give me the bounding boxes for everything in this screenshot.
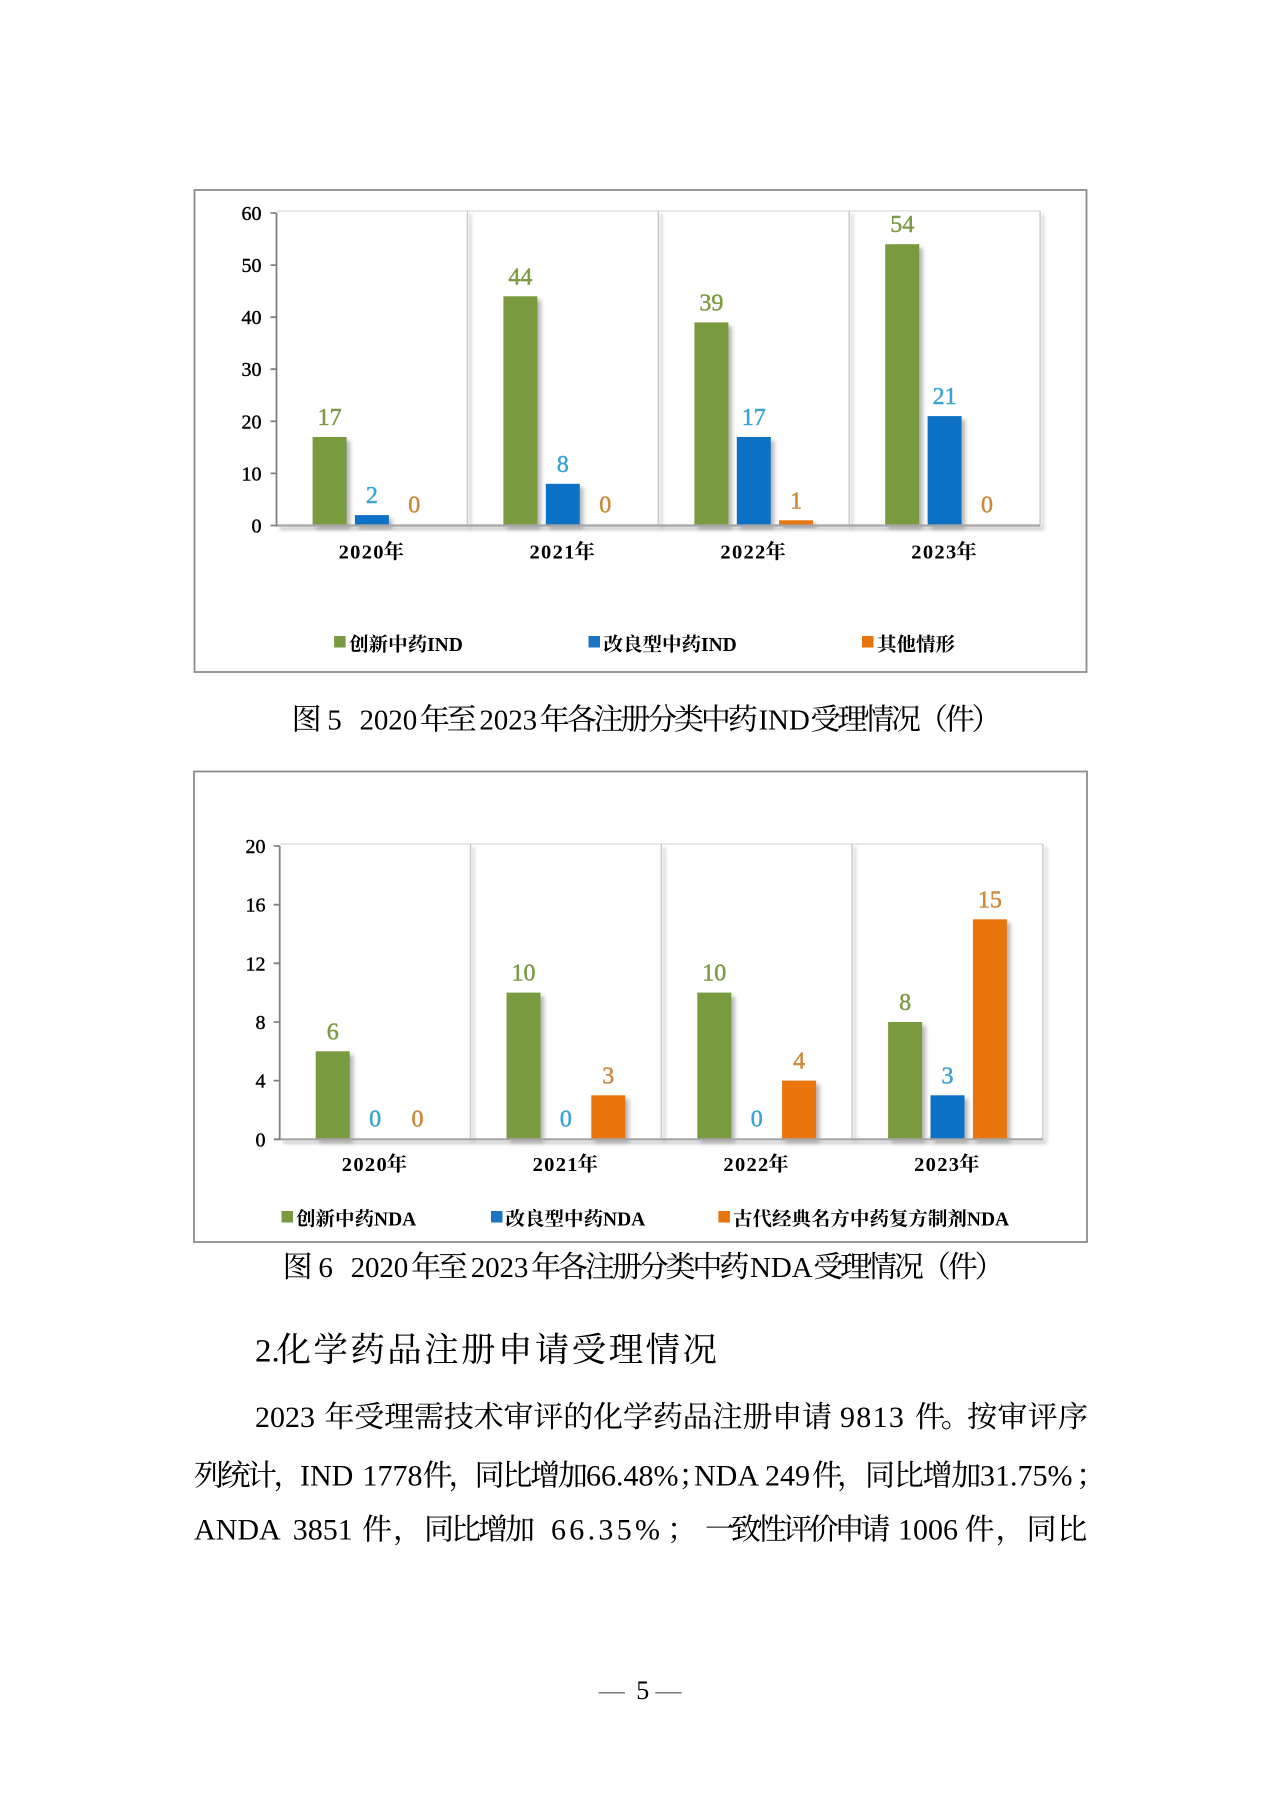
svg-text:15: 15 — [978, 887, 1002, 913]
svg-text:IND: IND — [759, 705, 810, 737]
svg-text:6: 6 — [327, 1019, 339, 1045]
svg-text:9813: 9813 — [840, 1401, 905, 1434]
svg-text:16: 16 — [246, 895, 266, 917]
svg-text:3851: 3851 — [293, 1514, 353, 1547]
svg-text:10: 10 — [512, 961, 536, 987]
svg-text:17: 17 — [318, 405, 342, 431]
svg-text:2020: 2020 — [351, 1252, 409, 1284]
svg-text:0: 0 — [560, 1106, 572, 1132]
svg-text:54: 54 — [890, 212, 914, 238]
svg-text:66.35%: 66.35% — [551, 1514, 663, 1547]
svg-text:2020: 2020 — [360, 705, 418, 737]
svg-text:2022: 2022 — [723, 1154, 769, 1176]
svg-text:IND: IND — [427, 635, 463, 656]
svg-text:50: 50 — [242, 255, 262, 277]
svg-text:NDA: NDA — [750, 1252, 813, 1284]
svg-text:2.: 2. — [255, 1334, 280, 1370]
svg-text:2020: 2020 — [342, 1154, 388, 1176]
svg-text:0: 0 — [252, 516, 262, 538]
svg-text:4: 4 — [793, 1049, 805, 1075]
svg-text:0: 0 — [599, 493, 611, 519]
svg-text:4: 4 — [256, 1071, 266, 1093]
svg-text:8: 8 — [557, 452, 569, 478]
svg-text:0: 0 — [369, 1106, 381, 1132]
svg-text:NDA: NDA — [374, 1210, 416, 1231]
svg-text:0: 0 — [408, 493, 420, 519]
svg-text:249: 249 — [765, 1460, 810, 1493]
svg-text:3: 3 — [602, 1063, 614, 1089]
svg-text:—: — — [598, 1676, 626, 1705]
svg-text:2021: 2021 — [533, 1154, 579, 1176]
svg-text:60: 60 — [242, 203, 262, 225]
svg-text:2023: 2023 — [911, 542, 957, 564]
svg-text:0: 0 — [751, 1106, 763, 1132]
svg-text:6: 6 — [318, 1252, 332, 1284]
svg-text:12: 12 — [246, 953, 266, 975]
svg-text:66.48%: 66.48% — [586, 1460, 679, 1493]
svg-text:NDA: NDA — [694, 1460, 759, 1493]
svg-text:2: 2 — [366, 483, 378, 509]
svg-text:2023: 2023 — [914, 1154, 960, 1176]
svg-text:8: 8 — [256, 1012, 266, 1034]
svg-text:2021: 2021 — [530, 542, 576, 564]
svg-text:1006: 1006 — [898, 1514, 958, 1547]
svg-text:2023: 2023 — [479, 705, 537, 737]
svg-text:IND: IND — [701, 635, 737, 656]
svg-text:IND: IND — [300, 1460, 353, 1493]
svg-text:0: 0 — [412, 1106, 424, 1132]
svg-text:44: 44 — [508, 264, 532, 290]
svg-text:1778: 1778 — [363, 1460, 423, 1493]
svg-text:0: 0 — [256, 1129, 266, 1151]
svg-text:2023: 2023 — [471, 1252, 529, 1284]
svg-text:—: — — [654, 1676, 682, 1705]
svg-text:30: 30 — [242, 359, 262, 381]
svg-text:2020: 2020 — [339, 542, 385, 564]
svg-text:NDA: NDA — [967, 1210, 1009, 1231]
svg-text:21: 21 — [933, 384, 957, 410]
svg-text:17: 17 — [742, 405, 766, 431]
svg-text:NDA: NDA — [603, 1210, 645, 1231]
svg-text:ANDA: ANDA — [194, 1514, 281, 1547]
svg-text:5: 5 — [327, 705, 341, 737]
svg-text:10: 10 — [242, 463, 262, 485]
svg-text:20: 20 — [242, 411, 262, 433]
svg-text:10: 10 — [702, 961, 726, 987]
svg-text:39: 39 — [699, 290, 723, 316]
svg-text:3: 3 — [942, 1063, 954, 1089]
svg-text:5: 5 — [636, 1676, 649, 1705]
svg-text:1: 1 — [790, 488, 802, 514]
svg-text:8: 8 — [899, 990, 911, 1016]
svg-text:31.75%: 31.75% — [980, 1460, 1073, 1493]
svg-text:20: 20 — [246, 836, 266, 858]
svg-text:40: 40 — [242, 307, 262, 329]
svg-text:2023: 2023 — [255, 1401, 315, 1434]
svg-text:0: 0 — [981, 493, 993, 519]
svg-text:2022: 2022 — [720, 542, 766, 564]
